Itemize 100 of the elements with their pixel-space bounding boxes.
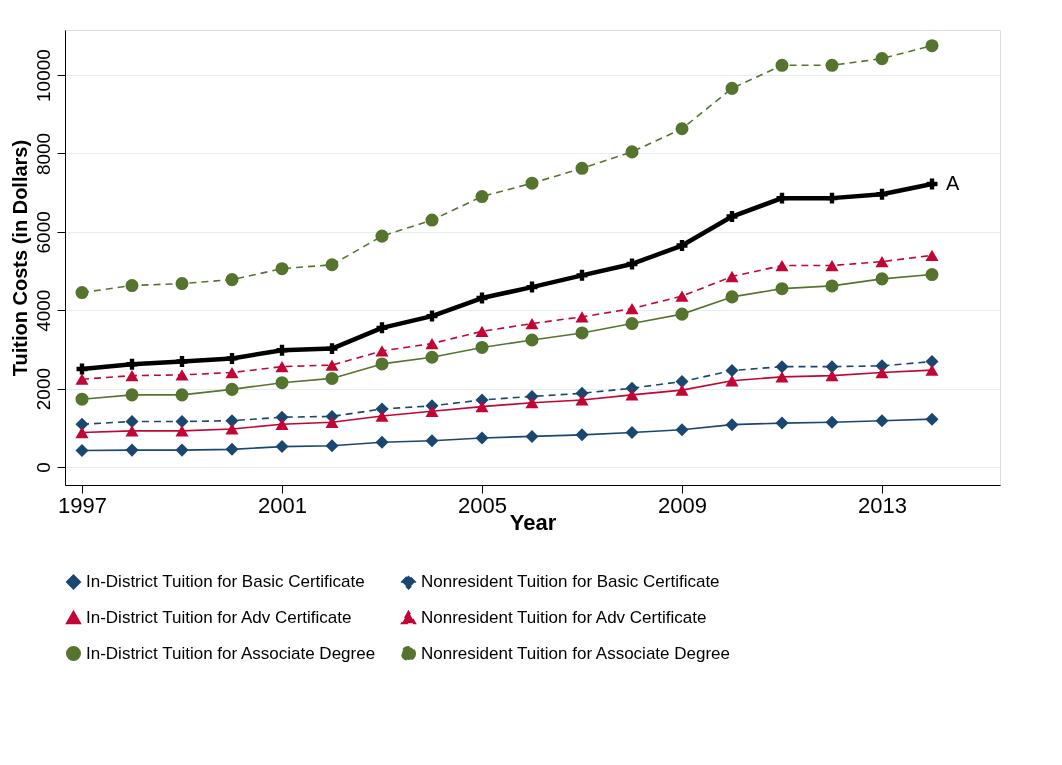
point xyxy=(75,426,89,439)
point xyxy=(675,375,689,389)
point xyxy=(675,122,689,136)
legend-label: In-District Tuition for Associate Degree xyxy=(86,643,376,663)
point xyxy=(875,366,889,379)
point xyxy=(575,326,589,340)
point xyxy=(825,370,839,382)
point xyxy=(576,269,588,281)
point xyxy=(726,211,738,223)
y-axis-title: Tuition Costs (in Dollars) xyxy=(8,139,31,377)
point xyxy=(625,145,639,159)
point xyxy=(225,273,239,287)
point xyxy=(775,371,789,383)
x-tick-label: 2005 xyxy=(458,492,507,518)
y-tick-label: 10000 xyxy=(32,49,54,102)
point xyxy=(425,337,439,350)
point xyxy=(125,370,139,382)
point xyxy=(175,443,189,457)
point xyxy=(525,333,539,347)
point xyxy=(75,417,89,431)
point xyxy=(475,190,489,204)
point xyxy=(325,439,339,453)
point xyxy=(875,255,889,268)
point xyxy=(875,272,889,286)
point xyxy=(675,290,689,302)
point xyxy=(425,213,439,227)
point xyxy=(725,270,739,283)
point xyxy=(125,279,139,293)
point xyxy=(775,58,789,72)
point xyxy=(226,352,238,364)
y-tick-label: 4000 xyxy=(32,289,54,332)
point xyxy=(325,258,339,272)
point xyxy=(176,356,188,368)
point xyxy=(875,414,889,428)
point xyxy=(725,375,739,387)
point xyxy=(325,416,339,428)
legend-label: In-District Tuition for Adv Certificate xyxy=(86,607,352,627)
point xyxy=(825,279,839,293)
point xyxy=(775,360,789,374)
y-tick-label: 6000 xyxy=(32,211,54,254)
legend-label: In-District Tuition for Basic Certificate xyxy=(86,571,365,591)
point xyxy=(375,357,389,371)
point xyxy=(525,317,539,330)
y-tick-label: 0 xyxy=(32,462,54,473)
point xyxy=(575,394,589,406)
point xyxy=(75,373,89,385)
x-tick-label: 2013 xyxy=(858,492,907,518)
x-tick-label: 1997 xyxy=(58,492,107,518)
point xyxy=(175,388,189,402)
point xyxy=(725,81,739,95)
point xyxy=(225,382,239,396)
point xyxy=(775,282,789,296)
point xyxy=(625,317,639,331)
point xyxy=(575,428,589,442)
x-axis-title: Year xyxy=(509,509,557,535)
point xyxy=(725,290,739,304)
point xyxy=(475,340,489,354)
point xyxy=(275,418,289,430)
point xyxy=(475,400,489,413)
x-tick-label: 2001 xyxy=(258,492,307,518)
point xyxy=(675,384,689,396)
point xyxy=(625,425,639,439)
point xyxy=(475,325,489,338)
point xyxy=(225,423,239,435)
point xyxy=(725,418,739,432)
point xyxy=(275,361,289,373)
point xyxy=(375,345,389,357)
point xyxy=(775,259,789,272)
point xyxy=(525,176,539,190)
point xyxy=(125,443,139,457)
point xyxy=(175,369,189,381)
point xyxy=(225,414,239,428)
point xyxy=(575,161,589,175)
legend-label: Nonresident Tuition for Basic Certificate xyxy=(421,571,720,591)
point xyxy=(75,443,89,458)
point xyxy=(775,416,789,430)
point xyxy=(725,364,739,378)
point xyxy=(175,425,189,437)
point xyxy=(925,364,939,376)
point xyxy=(175,414,189,429)
point xyxy=(676,240,688,252)
point xyxy=(925,412,939,426)
point xyxy=(825,58,839,72)
point xyxy=(425,350,439,364)
y-tick-label: 8000 xyxy=(32,132,54,176)
point xyxy=(925,268,939,282)
point xyxy=(125,414,139,429)
point xyxy=(125,388,139,402)
point xyxy=(575,311,589,323)
point xyxy=(275,440,289,454)
point xyxy=(75,286,89,300)
point xyxy=(225,442,239,456)
y-tick-label: 2000 xyxy=(32,367,54,411)
point xyxy=(825,415,839,429)
legend-label: Nonresident Tuition for Associate Degree xyxy=(421,643,731,663)
point xyxy=(875,52,889,66)
x-tick-label: 2009 xyxy=(658,492,707,518)
point xyxy=(925,39,939,53)
point xyxy=(326,343,338,355)
point xyxy=(925,249,939,261)
